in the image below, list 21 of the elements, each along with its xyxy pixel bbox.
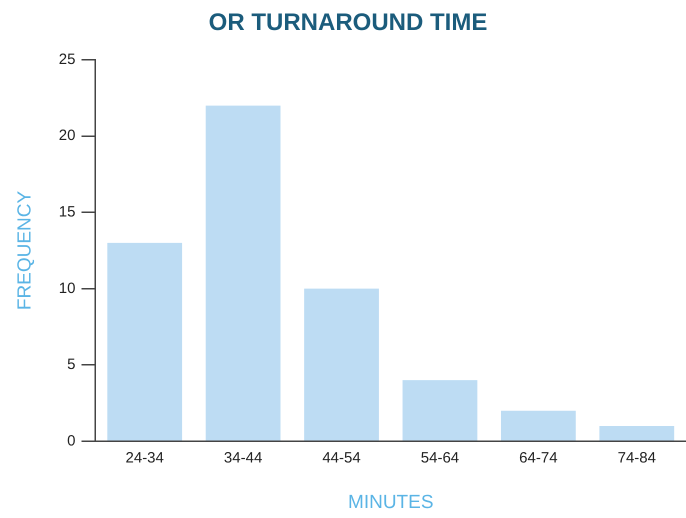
y-tick-label: 20 <box>58 127 76 144</box>
bar <box>402 380 478 440</box>
x-tick-label: 64-74 <box>519 449 558 466</box>
y-tick-label: 25 <box>58 50 76 68</box>
bar <box>500 410 576 440</box>
y-tick-label: 15 <box>58 204 76 220</box>
y-tick-label: 5 <box>67 356 76 374</box>
x-tick-label: 74-84 <box>618 449 656 466</box>
chart-title: OR TURNAROUND TIME <box>208 9 488 36</box>
bar <box>107 242 182 440</box>
x-tick-label: 34-44 <box>224 449 262 466</box>
y-tick-label: 10 <box>58 280 76 297</box>
y-axis-title: FREQUENCY <box>14 190 36 310</box>
x-tick-label: 54-64 <box>420 449 460 466</box>
x-axis-title: MINUTES <box>348 492 434 513</box>
bar <box>304 288 379 440</box>
x-tick-label: 44-54 <box>322 449 361 466</box>
bar <box>206 106 281 440</box>
bar <box>599 426 674 440</box>
x-tick-label: 24-34 <box>126 449 164 466</box>
y-tick-label: 0 <box>67 432 76 450</box>
